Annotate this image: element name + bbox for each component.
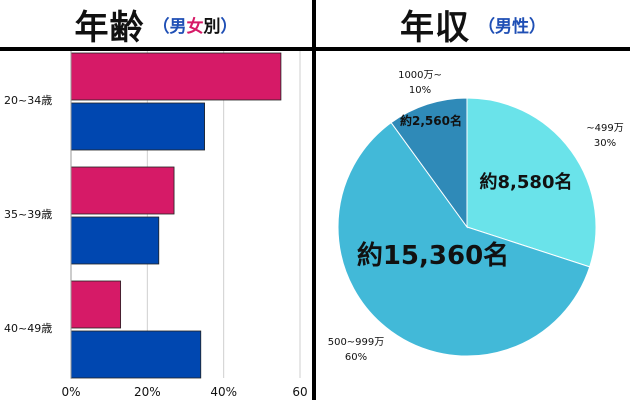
age-bar-chart: 20~34歳 35~39歳 40~49歳 0% 20% 40% 60 (4, 51, 308, 399)
pie-category-label-1: 500~999万 (328, 337, 385, 348)
income-chart-title: 年収 （男性） (316, 0, 630, 48)
category-label-2: 40~49歳 (4, 322, 52, 335)
x-tick-label-3: 60 (292, 385, 307, 399)
age-title-main: 年齢 (74, 7, 145, 48)
pie-slice-2 (390, 97, 468, 229)
income-subtitle-men: 男性 (495, 16, 529, 37)
pie-category-label-0: ~499万 (586, 123, 623, 134)
subtitle-men: 男 (169, 16, 187, 37)
income-title-main: 年収 (400, 7, 470, 48)
pie-percent-label-1: 60% (345, 352, 367, 363)
panel-divider (312, 0, 316, 400)
age-title-subtitle: （男女別） (153, 12, 238, 37)
pie-percent-label-2: 10% (409, 85, 431, 96)
pie-count-label-0: 約8,580名 (480, 171, 573, 193)
pie-slice-1 (337, 121, 591, 357)
pie-percent-label-0: 30% (594, 138, 616, 149)
pie-category-label-2: 1000万~ (398, 70, 442, 81)
subtitle-close-paren: ） (220, 16, 238, 37)
bar-men-2 (70, 330, 202, 379)
pie-slice-0 (466, 97, 597, 268)
category-label-1: 35~39歳 (4, 208, 52, 221)
age-chart-title: 年齢 （男女別） (0, 0, 312, 48)
x-tick-label-1: 20% (134, 385, 161, 399)
income-subtitle-close-paren: ） (529, 16, 546, 37)
bar-women-0 (70, 52, 282, 101)
pie-count-label-1: 約15,360名 (357, 240, 509, 271)
x-tick-label-2: 40% (210, 385, 237, 399)
income-subtitle-open-paren: （ (478, 16, 495, 37)
subtitle-women: 女 (186, 16, 204, 37)
subtitle-open-paren: （ (152, 16, 170, 37)
subtitle-rest: 別 (203, 16, 221, 37)
x-tick-label-0: 0% (61, 385, 80, 399)
category-label-0: 20~34歳 (4, 94, 52, 107)
pie-count-label-2: 約2,560名 (400, 113, 462, 128)
income-title-subtitle: （男性） (478, 12, 546, 37)
